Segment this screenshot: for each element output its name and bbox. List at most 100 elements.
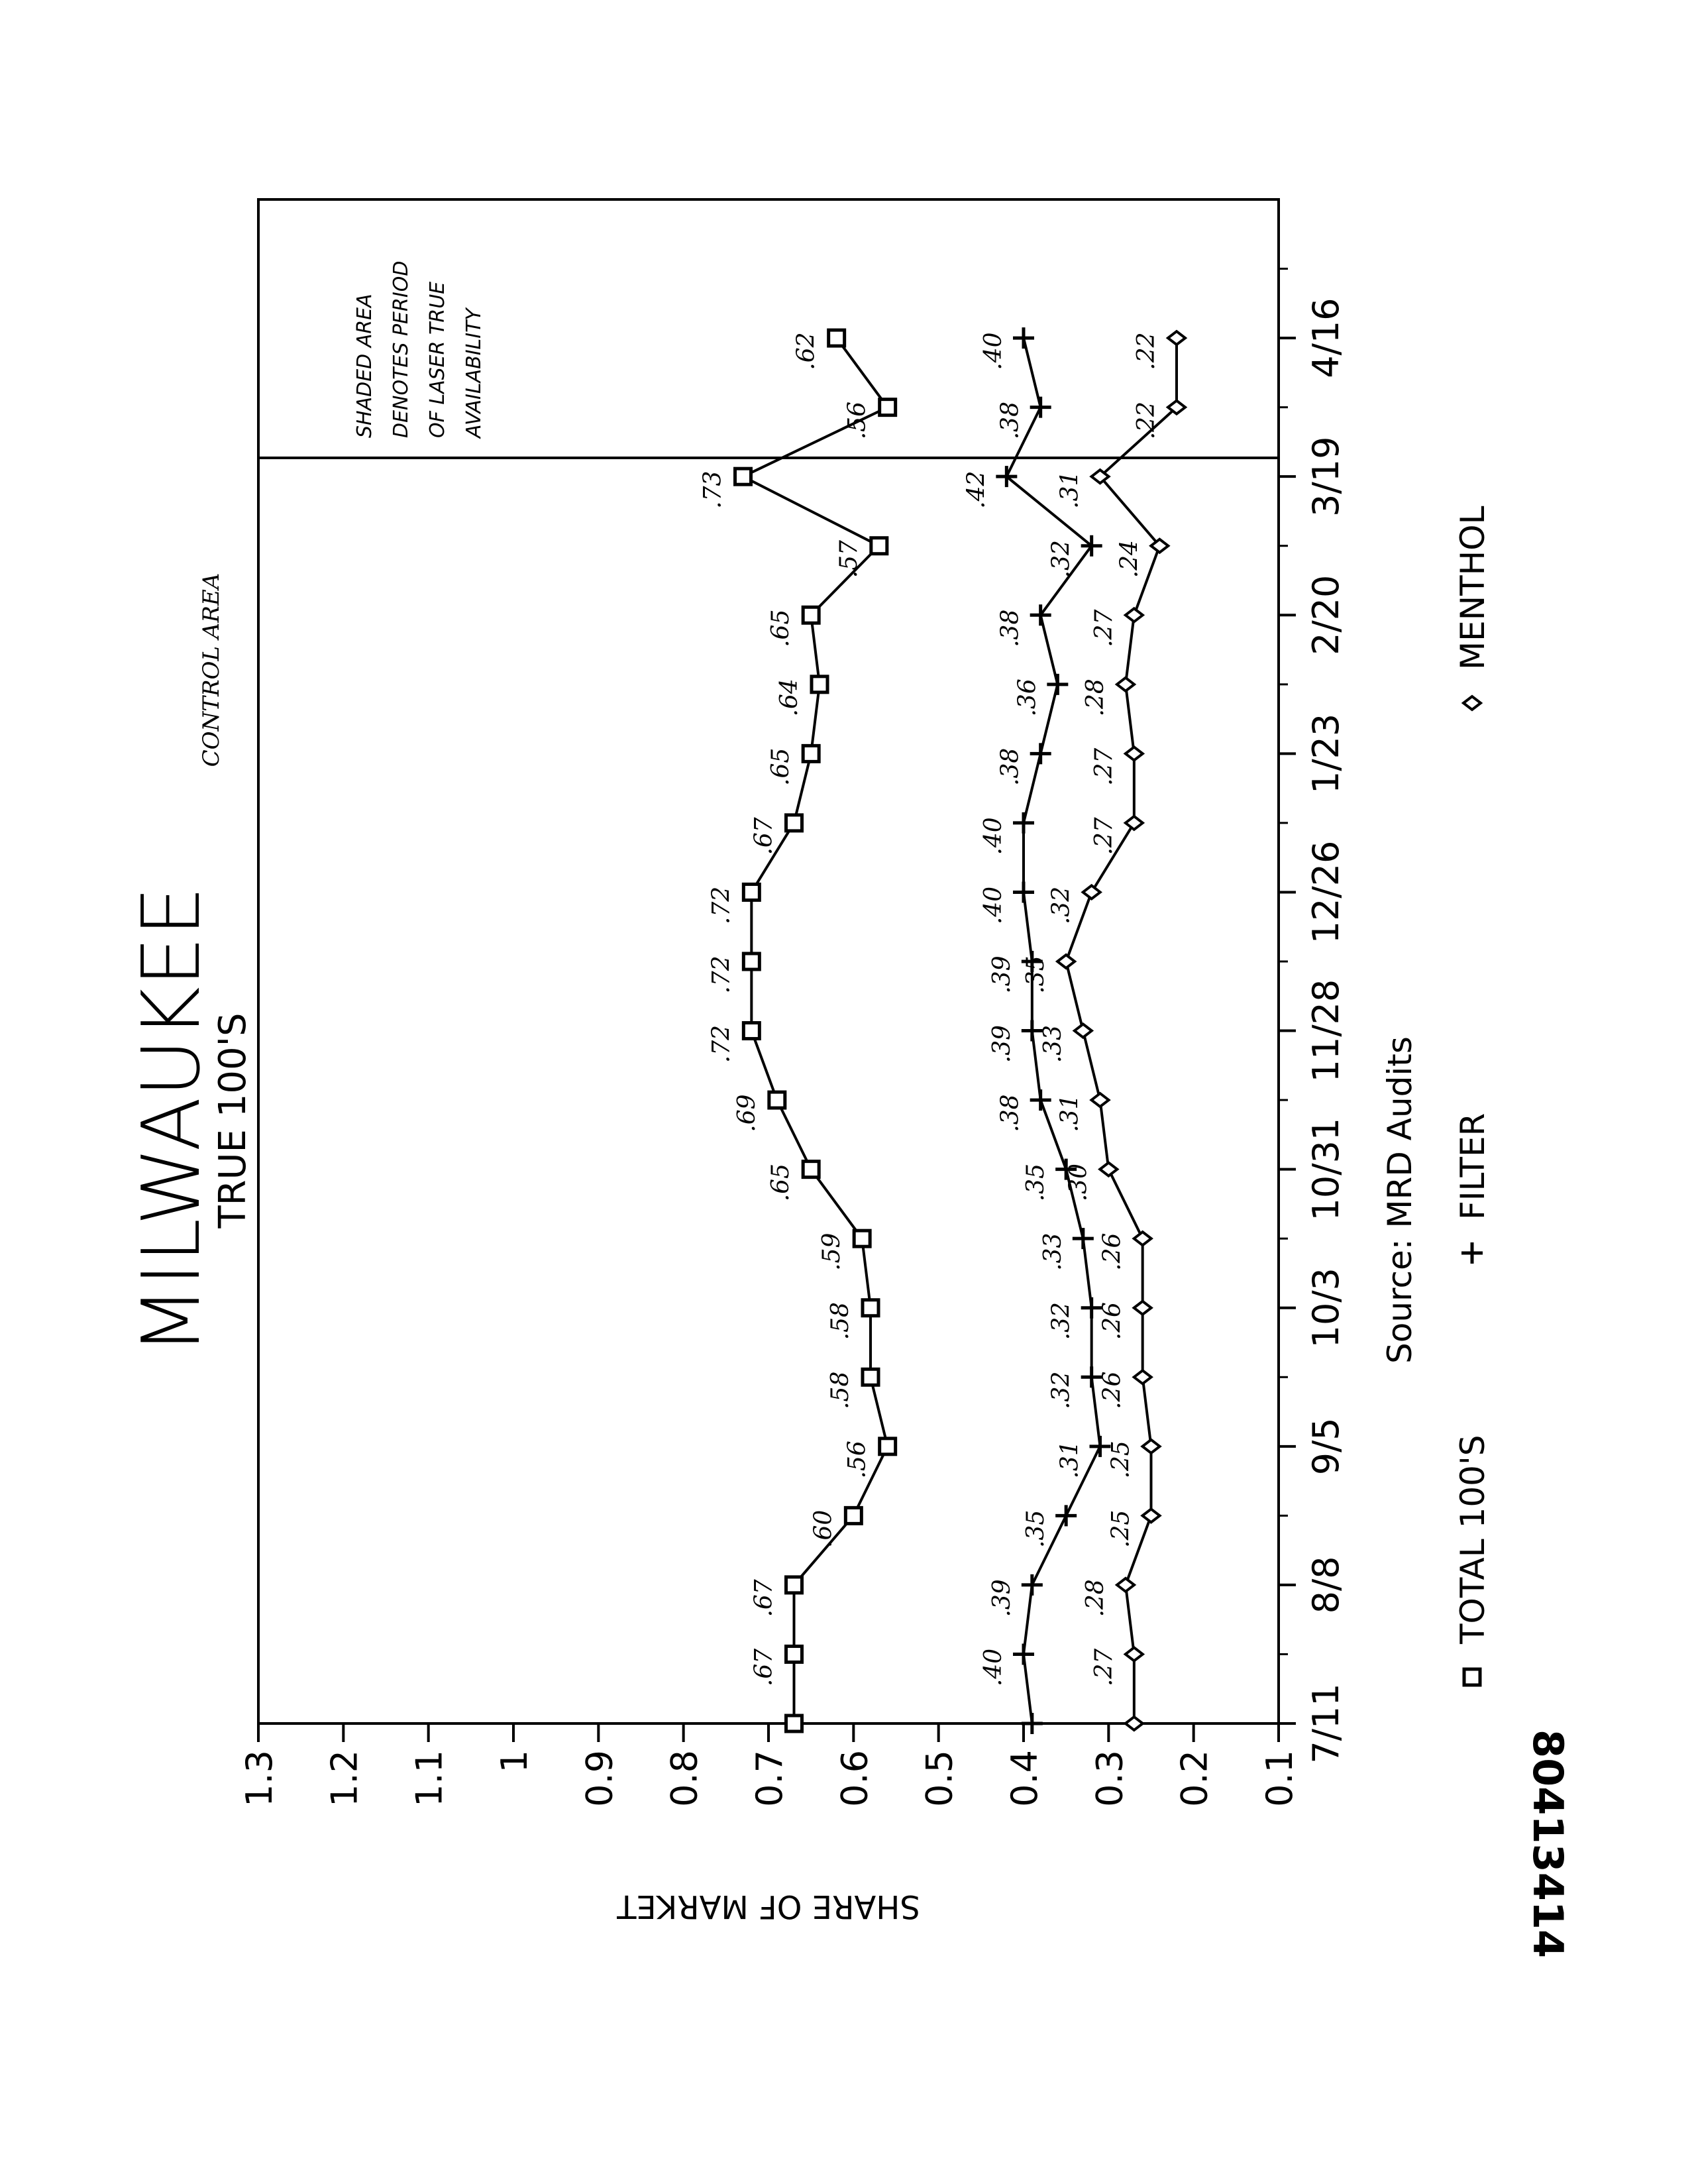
plus-marker xyxy=(1030,604,1051,626)
legend-item: MENTHOL xyxy=(1454,506,1492,712)
data-label: .33 xyxy=(1039,1025,1067,1063)
y-tick-label: 1 xyxy=(494,1750,535,1773)
data-label: .67 xyxy=(751,817,778,855)
data-label: .27 xyxy=(1090,1649,1118,1686)
data-label: .38 xyxy=(997,748,1024,786)
data-label: .65 xyxy=(767,610,794,647)
shaded-note-line: DENOTES PERIOD xyxy=(390,261,413,438)
y-tick-label: 1.2 xyxy=(323,1750,365,1807)
plus-marker xyxy=(1055,1505,1077,1527)
data-label: .32 xyxy=(1048,887,1075,924)
data-label: .36 xyxy=(1014,679,1041,716)
data-label: .32 xyxy=(1048,1302,1075,1340)
plus-marker xyxy=(1081,1366,1102,1388)
data-label: .67 xyxy=(751,1649,778,1686)
legend: TOTAL 100'S FILTER MENTHOL xyxy=(1454,506,1492,1687)
chart-title: MILWAUKEE xyxy=(126,886,218,1354)
shaded-note-line: SHADED AREA xyxy=(353,294,376,438)
diamond-marker xyxy=(1123,1645,1145,1663)
y-tick-label: 0.9 xyxy=(578,1750,620,1807)
data-label: .32 xyxy=(1048,540,1075,578)
square-marker xyxy=(767,1090,787,1110)
square-marker xyxy=(741,882,761,902)
data-label: .39 xyxy=(988,1579,1016,1617)
data-label: .40 xyxy=(980,1649,1007,1686)
y-tick-label: 1.1 xyxy=(409,1750,450,1807)
y-axis: 1.3 1.2 1.1 1 0.9 0.8 0.7 0.6 0.5 0.4 0.3 0.2 0.1 xyxy=(238,1723,1300,1807)
diamond-marker xyxy=(1123,606,1145,624)
data-label: .58 xyxy=(827,1372,854,1409)
diamond-marker xyxy=(1089,1091,1111,1109)
data-label: .62 xyxy=(793,332,820,370)
data-label: .27 xyxy=(1090,748,1118,786)
x-tick-label: 4/16 xyxy=(1305,298,1347,378)
y-tick-label: 0.3 xyxy=(1088,1750,1130,1807)
legend-label: FILTER xyxy=(1454,1113,1492,1220)
data-label: .30 xyxy=(1065,1164,1092,1201)
data-label: .64 xyxy=(776,679,803,716)
plus-marker xyxy=(1030,1089,1051,1111)
legend-label: MENTHOL xyxy=(1454,506,1492,670)
plus-marker xyxy=(1013,812,1034,834)
x-tick-label: 8/8 xyxy=(1305,1556,1347,1613)
diamond-marker xyxy=(1140,1438,1162,1455)
diamond-marker xyxy=(1132,1299,1153,1317)
chart-subtitle: TRUE 100'S xyxy=(211,1012,254,1228)
data-label: .38 xyxy=(997,402,1024,439)
square-marker xyxy=(801,743,821,763)
y-tick-label: 0.5 xyxy=(919,1750,961,1807)
data-label: .22 xyxy=(1133,402,1160,439)
data-label: .22 xyxy=(1133,332,1160,370)
x-tick-label: 3/19 xyxy=(1305,437,1347,517)
data-label: .38 xyxy=(997,1094,1024,1132)
plus-marker xyxy=(1081,535,1102,557)
square-marker xyxy=(741,952,761,971)
diamond-marker xyxy=(1461,694,1483,712)
data-label: .73 xyxy=(700,471,727,509)
plus-marker xyxy=(1013,1643,1034,1665)
square-marker xyxy=(843,1505,863,1525)
legend-label: TOTAL 100'S xyxy=(1454,1435,1492,1645)
square-marker xyxy=(784,813,804,833)
square-marker xyxy=(861,1367,880,1387)
diamond-marker xyxy=(1081,883,1102,901)
diamond-marker xyxy=(1165,399,1188,416)
data-label: .35 xyxy=(1022,1164,1049,1201)
plus-marker xyxy=(996,466,1018,488)
shaded-note-line: AVAILABILITY xyxy=(462,307,486,439)
data-label: .58 xyxy=(827,1302,854,1340)
data-label: .27 xyxy=(1090,817,1118,855)
data-label: .27 xyxy=(1090,610,1118,647)
square-marker xyxy=(784,1714,804,1733)
square-marker xyxy=(878,398,898,417)
x-tick-label: 10/31 xyxy=(1305,1118,1347,1221)
square-marker xyxy=(801,1160,821,1179)
data-label: .69 xyxy=(733,1094,761,1132)
diamond-marker xyxy=(1165,329,1188,347)
plus-marker xyxy=(1013,327,1034,349)
data-label: .25 xyxy=(1108,1510,1135,1548)
diamond-marker xyxy=(1132,1230,1153,1247)
y-tick-label: 0.6 xyxy=(833,1750,875,1807)
legend-item: FILTER xyxy=(1454,1113,1492,1264)
data-label: .72 xyxy=(708,1025,735,1063)
y-tick-label: 0.7 xyxy=(749,1750,790,1807)
square-marker xyxy=(878,1437,898,1456)
x-axis: 7/11 8/8 9/5 10/3 10/31 11/28 12/26 1/23 2/20 3/1… xyxy=(1279,268,1347,1764)
data-label: .28 xyxy=(1082,679,1109,716)
diamond-marker xyxy=(1055,953,1077,970)
y-tick-label: 0.2 xyxy=(1174,1750,1216,1807)
diamond-marker xyxy=(1123,1715,1145,1732)
series-layer: .67 .67 .60 .56 .58 .58 .59 .65 .69 .72 .72 .72 .67.… xyxy=(700,327,1188,1734)
data-label: .33 xyxy=(1039,1233,1067,1271)
square-marker xyxy=(852,1228,872,1248)
x-tick-label: 9/5 xyxy=(1305,1417,1347,1475)
plus-marker xyxy=(1461,1242,1483,1264)
data-label: .35 xyxy=(1022,956,1049,993)
diamond-marker xyxy=(1114,676,1137,693)
data-label: .32 xyxy=(1048,1372,1075,1409)
diamond-marker xyxy=(1114,1576,1137,1594)
data-label: .72 xyxy=(708,887,735,924)
data-label: .26 xyxy=(1099,1233,1126,1271)
